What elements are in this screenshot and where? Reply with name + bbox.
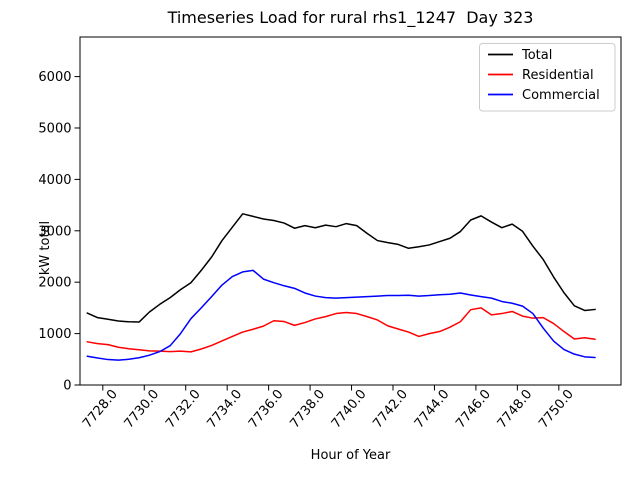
x-axis-label: Hour of Year [311, 448, 391, 463]
legend-label-residential: Residential [522, 68, 594, 83]
x-tick-label: 7742.0 [370, 387, 411, 431]
y-tick-label: 1000 [38, 327, 71, 342]
x-tick-label: 7738.0 [287, 387, 328, 431]
y-tick-label: 6000 [38, 70, 71, 85]
x-tick-label: 7750.0 [536, 387, 577, 431]
series-line-commercial [86, 269, 596, 361]
x-tick-label: 7744.0 [412, 387, 453, 431]
legend-label-total: Total [521, 48, 552, 63]
y-tick-label: 4000 [38, 173, 71, 188]
legend-box [479, 43, 616, 112]
legend-label-commercial: Commercial [522, 88, 600, 103]
y-tick-label: 5000 [38, 121, 71, 136]
series-line-total [86, 213, 596, 323]
x-tick-label: 7734.0 [204, 387, 245, 431]
x-tick-label: 7740.0 [329, 387, 370, 431]
x-tick-label: 7736.0 [246, 387, 287, 431]
chart-title: Timeseries Load for rural rhs1_1247 Day … [167, 8, 534, 28]
x-tick-label: 7748.0 [495, 387, 536, 431]
x-tick-label: 7728.0 [80, 387, 121, 431]
y-tick-label: 2000 [38, 276, 71, 291]
y-tick-label: 3000 [38, 224, 71, 239]
x-tick-label: 7746.0 [453, 387, 494, 431]
y-tick-label: 0 [63, 379, 71, 394]
x-tick-label: 7732.0 [163, 387, 204, 431]
series-line-residential [86, 307, 596, 353]
x-tick-label: 7730.0 [122, 387, 163, 431]
y-axis-label: kW total [38, 221, 53, 275]
